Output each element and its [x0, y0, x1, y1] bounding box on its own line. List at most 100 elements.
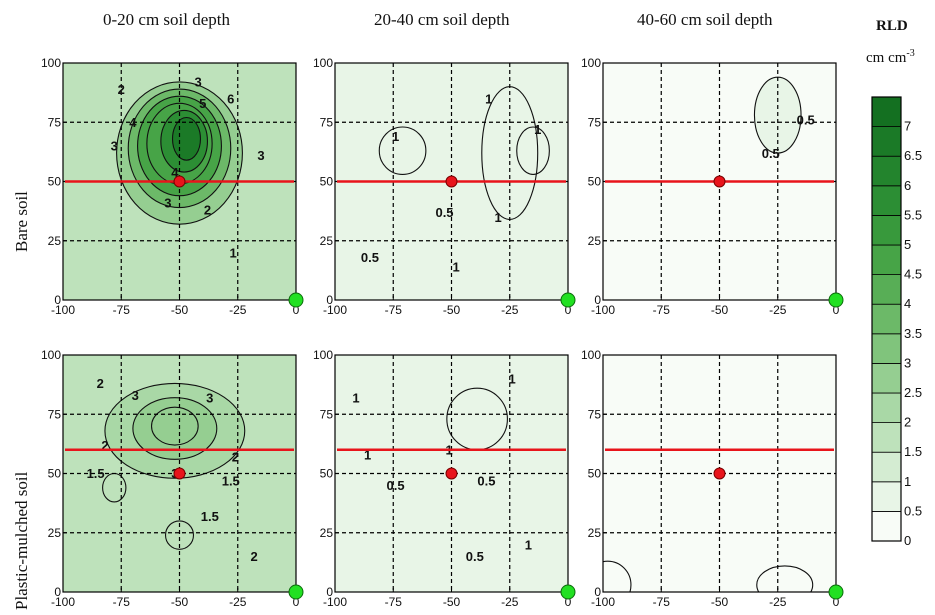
red-point	[713, 467, 726, 480]
contour-line	[378, 126, 427, 175]
colorbar-swatch	[871, 481, 902, 512]
contour-group	[116, 81, 243, 225]
column-title-0-20: 0-20 cm soil depth	[103, 10, 231, 29]
x-tick-label: 0	[565, 595, 572, 609]
x-tick-label: -50	[443, 303, 461, 317]
contour-label: 1	[392, 129, 399, 144]
x-tick-label: -25	[769, 303, 787, 317]
colorbar-swatch	[871, 510, 902, 542]
x-tick-label: -25	[501, 303, 519, 317]
x-tick-label: -75	[653, 595, 671, 609]
y-tick-label: 25	[48, 234, 62, 248]
colorbar-tick-label: 6	[904, 178, 911, 193]
contour-label: 2	[204, 203, 211, 218]
red-point	[173, 467, 186, 480]
y-tick-label: 75	[320, 115, 334, 129]
colorbar-tick-label: 1	[904, 474, 911, 489]
colorbar-tick-label: 0	[904, 533, 911, 548]
colorbar-swatch	[871, 155, 902, 187]
x-tick-label: 0	[565, 303, 572, 317]
colorbar-swatch	[871, 303, 902, 335]
y-tick-label: 0	[326, 293, 333, 307]
contour-label: 6	[227, 91, 234, 106]
y-tick-label: 0	[54, 293, 61, 307]
green-point	[828, 292, 844, 308]
x-tick-label: -75	[113, 595, 131, 609]
contour-label: 1	[508, 371, 515, 386]
y-tick-label: 75	[588, 407, 602, 421]
colorbar-frame	[871, 96, 902, 542]
colorbar-swatch	[871, 451, 902, 483]
colorbar-tick-label: 0.5	[904, 503, 922, 518]
x-tick-label: -25	[769, 595, 787, 609]
contour-label: 3	[111, 139, 118, 154]
y-tick-label: 50	[588, 175, 602, 189]
green-point	[288, 584, 304, 600]
green-point	[560, 584, 576, 600]
colorbar-tick-label: 2.5	[904, 385, 922, 400]
x-tick-label: -50	[171, 595, 189, 609]
x-tick-label: -100	[51, 595, 75, 609]
x-tick-label: 0	[293, 303, 300, 317]
x-tick-label: -50	[443, 595, 461, 609]
contour-line	[137, 95, 222, 197]
x-tick-label: -75	[385, 595, 403, 609]
y-tick-label: 25	[48, 526, 62, 540]
colorbar-title: RLD	[876, 18, 908, 34]
green-point	[560, 292, 576, 308]
colorbar-tick-label: 7	[904, 119, 911, 134]
colorbar-tick-label: 2	[904, 415, 911, 430]
column-title-20-40: 20-40 cm soil depth	[374, 10, 510, 29]
column-title-40-60: 40-60 cm soil depth	[637, 10, 773, 29]
contour-label: 0.5	[387, 478, 405, 493]
contour-fill	[132, 397, 217, 460]
contour-group	[102, 382, 246, 550]
red-point	[445, 175, 458, 188]
colorbar-swatch	[871, 422, 902, 453]
contour-line	[171, 116, 202, 161]
colorbar-unit: cm cm-3	[866, 48, 915, 67]
y-tick-label: 0	[594, 585, 601, 599]
contour-label: 4	[129, 115, 137, 130]
y-tick-label: 25	[320, 526, 334, 540]
contour-label: 5	[199, 96, 206, 111]
contour-label: 1	[364, 447, 371, 462]
contour-line	[603, 560, 632, 592]
contour-label: 0.5	[797, 113, 815, 128]
y-tick-label: 50	[588, 467, 602, 481]
panel-3: -100 -75 -50 -25 0 0 25 50 75 100 0.5 0.5	[581, 56, 844, 317]
y-tick-label: 100	[41, 348, 61, 362]
contour-label: 1	[229, 245, 236, 260]
x-tick-label: -50	[711, 303, 729, 317]
contour-label: 1.5	[201, 509, 219, 524]
contour-label: 1.5	[222, 473, 240, 488]
y-tick-label: 0	[326, 585, 333, 599]
x-tick-label: 0	[833, 303, 840, 317]
colorbar-tick-label: 4	[904, 296, 911, 311]
contour-line	[127, 88, 232, 209]
contour-label: 2	[101, 438, 108, 453]
contour-label: 0.5	[361, 250, 379, 265]
colorbar-swatch	[871, 96, 902, 128]
x-tick-label: -75	[385, 303, 403, 317]
y-tick-label: 0	[54, 585, 61, 599]
contour-label: 3	[195, 75, 202, 90]
colorbar-unit-text: cm cm	[866, 50, 907, 66]
contour-label: 0.5	[762, 146, 780, 161]
panel-6: -100 -75 -50 -25 0 0 25 50 75 100	[581, 348, 844, 609]
colorbar-tick-label: 5.5	[904, 207, 922, 222]
contour-label: 4	[171, 165, 179, 180]
y-tick-label: 100	[313, 56, 333, 70]
contour-label: 0.5	[477, 473, 495, 488]
contour-label: 2	[118, 82, 125, 97]
x-tick-label: 0	[293, 595, 300, 609]
contour-label: 2	[97, 376, 104, 391]
red-point	[173, 175, 186, 188]
y-tick-label: 100	[581, 348, 601, 362]
contour-line	[132, 397, 218, 460]
contour-line	[160, 109, 209, 173]
x-tick-label: -100	[591, 595, 615, 609]
